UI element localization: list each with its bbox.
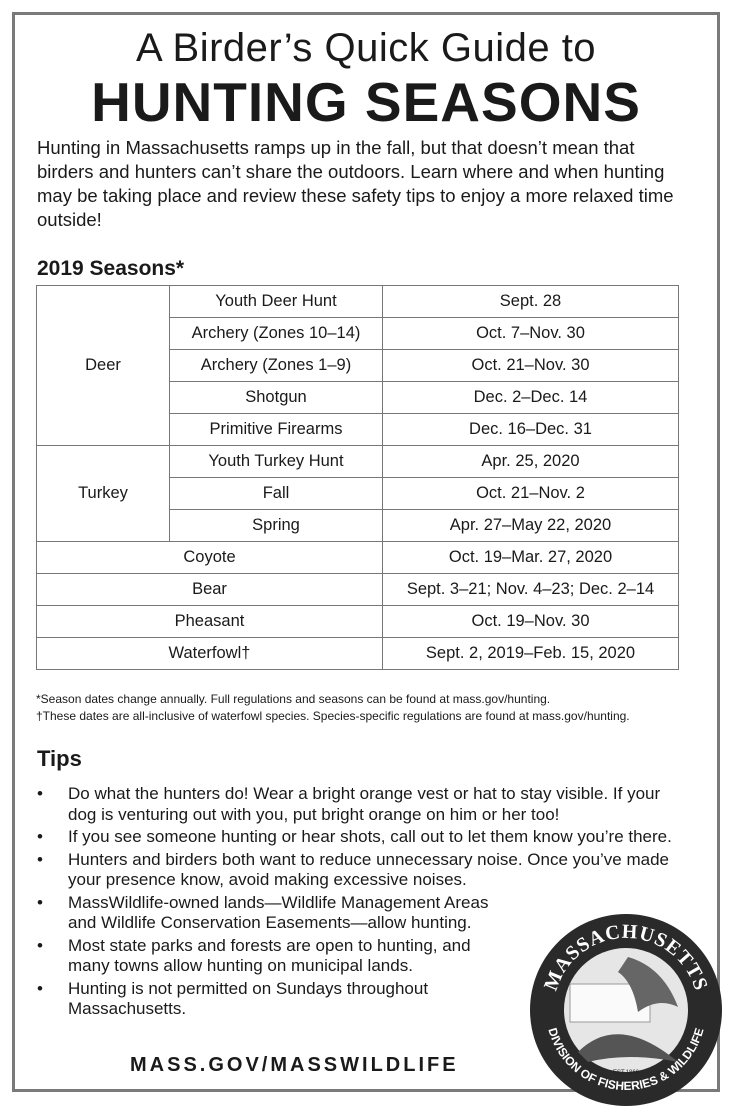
season-type: Fall xyxy=(169,477,383,510)
season-dates: Apr. 25, 2020 xyxy=(382,445,679,478)
tip-text: Most state parks and forests are open to… xyxy=(68,935,471,976)
table-row: Coyote Oct. 19–Mar. 27, 2020 xyxy=(36,541,679,574)
season-dates: Oct. 19–Nov. 30 xyxy=(382,605,679,638)
species-cell: Coyote xyxy=(36,541,383,574)
table-row: Bear Sept. 3–21; Nov. 4–23; Dec. 2–14 xyxy=(36,573,679,606)
title-line-1: A Birder’s Quick Guide to xyxy=(135,26,597,70)
tips-list: • Do what the hunters do! Wear a bright o… xyxy=(37,784,677,1022)
tip-item: • Hunting is not permitted on Sundays thr… xyxy=(37,979,508,1020)
season-dates: Oct. 21–Nov. 30 xyxy=(382,349,679,382)
bullet: • xyxy=(37,978,43,998)
fish-icon xyxy=(578,1034,678,1062)
season-dates: Oct. 7–Nov. 30 xyxy=(382,317,679,350)
logo-est-text: EST.1866 xyxy=(613,1070,640,1076)
tip-text: Hunting is not permitted on Sundays thro… xyxy=(68,978,429,1019)
season-type: Spring xyxy=(169,509,383,542)
tip-text: Do what the hunters do! Wear a bright or… xyxy=(68,784,661,824)
species-cell: Bear xyxy=(36,573,383,606)
season-dates: Apr. 27–May 22, 2020 xyxy=(382,509,679,542)
bullet: • xyxy=(37,784,43,803)
table-row: Deer Youth Deer Hunt Sept. 28 xyxy=(36,285,679,446)
species-cell: Pheasant xyxy=(36,605,383,638)
season-dates: Oct. 19–Mar. 27, 2020 xyxy=(382,541,679,574)
season-dates: Sept. 2, 2019–Feb. 15, 2020 xyxy=(382,637,679,670)
season-type: Archery (Zones 1–9) xyxy=(169,349,383,382)
table-row: Archery (Zones 1–9) Oct. 21–Nov. 30 xyxy=(37,349,679,382)
table-row: Primitive Firearms Dec. 16–Dec. 31 xyxy=(37,413,679,446)
table-row: Archery (Zones 10–14) Oct. 7–Nov. 30 xyxy=(37,317,679,350)
tip-text: Hunters and birders both want to reduce … xyxy=(68,849,670,890)
footer-url: MASS.GOV/MASSWILDLIFE xyxy=(130,1054,459,1076)
footnotes: *Season dates change annually. Full regu… xyxy=(36,691,630,725)
season-dates: Oct. 21–Nov. 2 xyxy=(382,477,679,510)
table-row: Waterfowl† Sept. 2, 2019–Feb. 15, 2020 xyxy=(36,637,679,670)
season-dates: Sept. 3–21; Nov. 4–23; Dec. 2–14 xyxy=(382,573,679,606)
bullet: • xyxy=(37,827,43,846)
footnote: *Season dates change annually. Full regu… xyxy=(36,692,551,706)
bullet: • xyxy=(37,892,43,912)
bullet: • xyxy=(37,849,43,869)
tips-heading: Tips xyxy=(37,746,82,771)
bullet: • xyxy=(37,935,43,955)
season-type: Youth Deer Hunt xyxy=(169,285,383,318)
season-dates: Dec. 16–Dec. 31 xyxy=(382,413,679,446)
tip-item: • MassWildlife-owned lands—Wildlife Manag… xyxy=(37,893,508,934)
season-dates: Sept. 28 xyxy=(382,285,679,318)
table-row: Fall Oct. 21–Nov. 2 xyxy=(37,477,679,510)
title-line-2: HUNTING SEASONS xyxy=(91,71,641,133)
bird-icon xyxy=(618,957,678,1012)
masswildlife-seal-logo: MASSACHUSETTS DIVISION OF FISHERIES & WI… xyxy=(530,914,722,1106)
season-type: Primitive Firearms xyxy=(169,413,383,446)
tip-item: • Hunters and birders both want to reduce… xyxy=(37,850,677,891)
season-type: Shotgun xyxy=(169,381,383,414)
tip-text: If you see someone hunting or hear shots… xyxy=(68,827,672,846)
tip-item: • If you see someone hunting or hear shot… xyxy=(37,827,677,848)
season-dates: Dec. 2–Dec. 14 xyxy=(382,381,679,414)
table-row: Turkey Youth Turkey Hunt Apr. 25, 2020 xyxy=(36,445,679,542)
season-type: Archery (Zones 10–14) xyxy=(169,317,383,350)
tip-text: MassWildlife-owned lands—Wildlife Manage… xyxy=(68,892,489,933)
tip-item: • Do what the hunters do! Wear a bright o… xyxy=(37,784,677,825)
species-cell: Deer xyxy=(36,285,170,446)
tip-item: • Most state parks and forests are open t… xyxy=(37,936,508,977)
intro-paragraph: Hunting in Massachusetts ramps up in the… xyxy=(37,137,674,230)
page-border xyxy=(12,12,720,1092)
species-cell: Turkey xyxy=(36,445,170,542)
seasons-table: Deer Youth Deer Hunt Sept. 28 Archery (Z… xyxy=(36,285,679,670)
season-type: Youth Turkey Hunt xyxy=(169,445,383,478)
species-cell: Waterfowl† xyxy=(36,637,383,670)
seasons-heading: 2019 Seasons* xyxy=(37,257,185,280)
table-row: Pheasant Oct. 19–Nov. 30 xyxy=(36,605,679,638)
footnote: †These dates are all-inclusive of waterf… xyxy=(36,709,630,723)
